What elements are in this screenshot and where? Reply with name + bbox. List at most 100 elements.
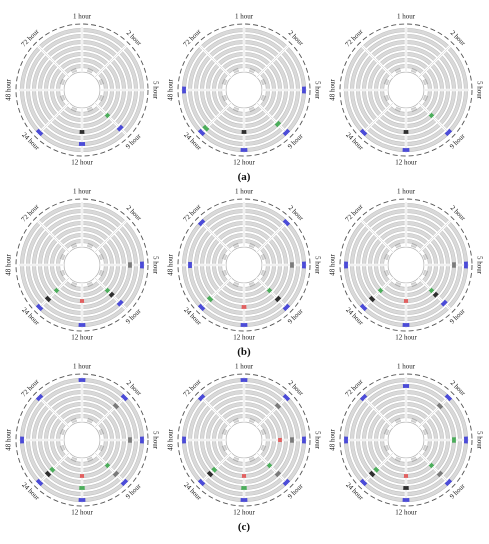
hub-tick xyxy=(90,106,94,111)
sector-spoke xyxy=(361,395,394,428)
hub-tick xyxy=(88,68,90,73)
hub-tick xyxy=(223,447,227,451)
hub-tick xyxy=(414,106,418,111)
hub-tick xyxy=(99,254,103,258)
highlight-mark xyxy=(112,402,120,410)
hour-label: 2 hour xyxy=(287,204,306,223)
hub-tick xyxy=(74,418,76,423)
highlight-mark xyxy=(444,393,453,402)
hub-tick xyxy=(423,430,428,433)
sector-spoke xyxy=(199,45,232,78)
hub-tick xyxy=(251,69,255,73)
hub-tick xyxy=(237,242,239,247)
highlight-mark xyxy=(368,470,376,478)
hub-tick xyxy=(395,69,399,73)
outer-dashed-ring xyxy=(177,23,311,157)
hub-tick xyxy=(399,108,401,113)
hour-label: 1 hour xyxy=(73,363,92,371)
hub-tick xyxy=(100,258,105,260)
highlight-mark xyxy=(368,295,376,303)
hub-tick xyxy=(99,97,104,100)
hour-label: 2 hour xyxy=(125,29,144,48)
hub-tick xyxy=(395,282,399,286)
hub-tick xyxy=(70,456,74,461)
highlight-mark xyxy=(440,299,448,307)
hub-tick xyxy=(423,446,428,448)
hour-label: 5 hour xyxy=(151,81,159,100)
hub-tick xyxy=(75,108,77,113)
hub-tick xyxy=(261,271,266,273)
hub-tick xyxy=(90,281,94,286)
hub-tick xyxy=(413,282,416,287)
highlight-mark xyxy=(436,470,444,478)
hub-tick xyxy=(70,281,74,286)
hub-tick xyxy=(250,68,252,73)
hub-tick xyxy=(99,272,104,275)
hub-tick xyxy=(100,270,105,272)
highlight-mark xyxy=(120,393,129,402)
sector-spoke xyxy=(37,220,70,253)
hub-tick xyxy=(384,97,389,100)
hub-tick xyxy=(100,83,105,85)
hub-tick xyxy=(71,69,75,73)
hub-tick xyxy=(74,457,76,462)
highlight-mark xyxy=(266,462,273,469)
highlight-mark xyxy=(197,128,206,137)
hub-tick xyxy=(413,107,417,111)
hub-tick xyxy=(74,282,76,287)
hub-tick xyxy=(383,95,388,97)
hub-tick xyxy=(222,271,227,273)
hub-tick xyxy=(261,254,265,258)
hub-tick xyxy=(234,68,237,73)
sector-spoke xyxy=(418,395,451,428)
hour-label: 5 hour xyxy=(313,431,321,450)
hour-label: 48 hour xyxy=(329,429,337,451)
row-caption-b: (b) xyxy=(237,346,251,358)
hour-label: 12 hour xyxy=(71,159,93,167)
hub-tick xyxy=(251,418,254,423)
hub-tick xyxy=(424,258,429,260)
hour-label: 48 hour xyxy=(5,79,13,101)
hub-tick xyxy=(60,430,65,433)
hub-tick xyxy=(99,97,103,101)
hub-tick xyxy=(424,445,429,447)
hub-tick xyxy=(260,448,265,452)
hub-tick xyxy=(398,418,400,423)
hour-label: 9 hour xyxy=(286,482,305,501)
hub-tick xyxy=(394,419,398,424)
hub-tick xyxy=(262,258,267,260)
hub-tick xyxy=(237,67,239,72)
hub-tick xyxy=(87,458,89,463)
hub-tick xyxy=(233,282,237,286)
hub-tick xyxy=(222,432,227,434)
hub-tick xyxy=(385,273,390,277)
outer-dashed-ring xyxy=(339,373,473,507)
highlight-mark xyxy=(373,466,380,473)
hub-circle xyxy=(225,71,263,109)
hub-tick xyxy=(423,254,427,258)
hub-tick xyxy=(396,418,399,423)
hub-tick xyxy=(70,106,74,111)
hub-tick xyxy=(385,447,389,451)
sector-spoke xyxy=(361,102,394,135)
hour-label: 1 hour xyxy=(397,363,416,371)
hub-tick xyxy=(61,447,65,451)
hub-tick xyxy=(423,429,427,433)
hub-tick xyxy=(251,457,254,462)
hub-tick xyxy=(61,448,66,452)
sector-spoke xyxy=(94,220,127,253)
hub-tick xyxy=(384,255,389,258)
hub-tick xyxy=(399,283,401,288)
highlight-mark xyxy=(428,287,435,294)
hour-label: 2 hour xyxy=(449,204,468,223)
hub-tick xyxy=(72,418,75,423)
hub-tick xyxy=(396,107,399,112)
hub-tick xyxy=(412,418,414,423)
hour-label: 9 hour xyxy=(286,132,305,151)
hub-tick xyxy=(232,419,236,424)
sector-spoke xyxy=(361,45,394,78)
